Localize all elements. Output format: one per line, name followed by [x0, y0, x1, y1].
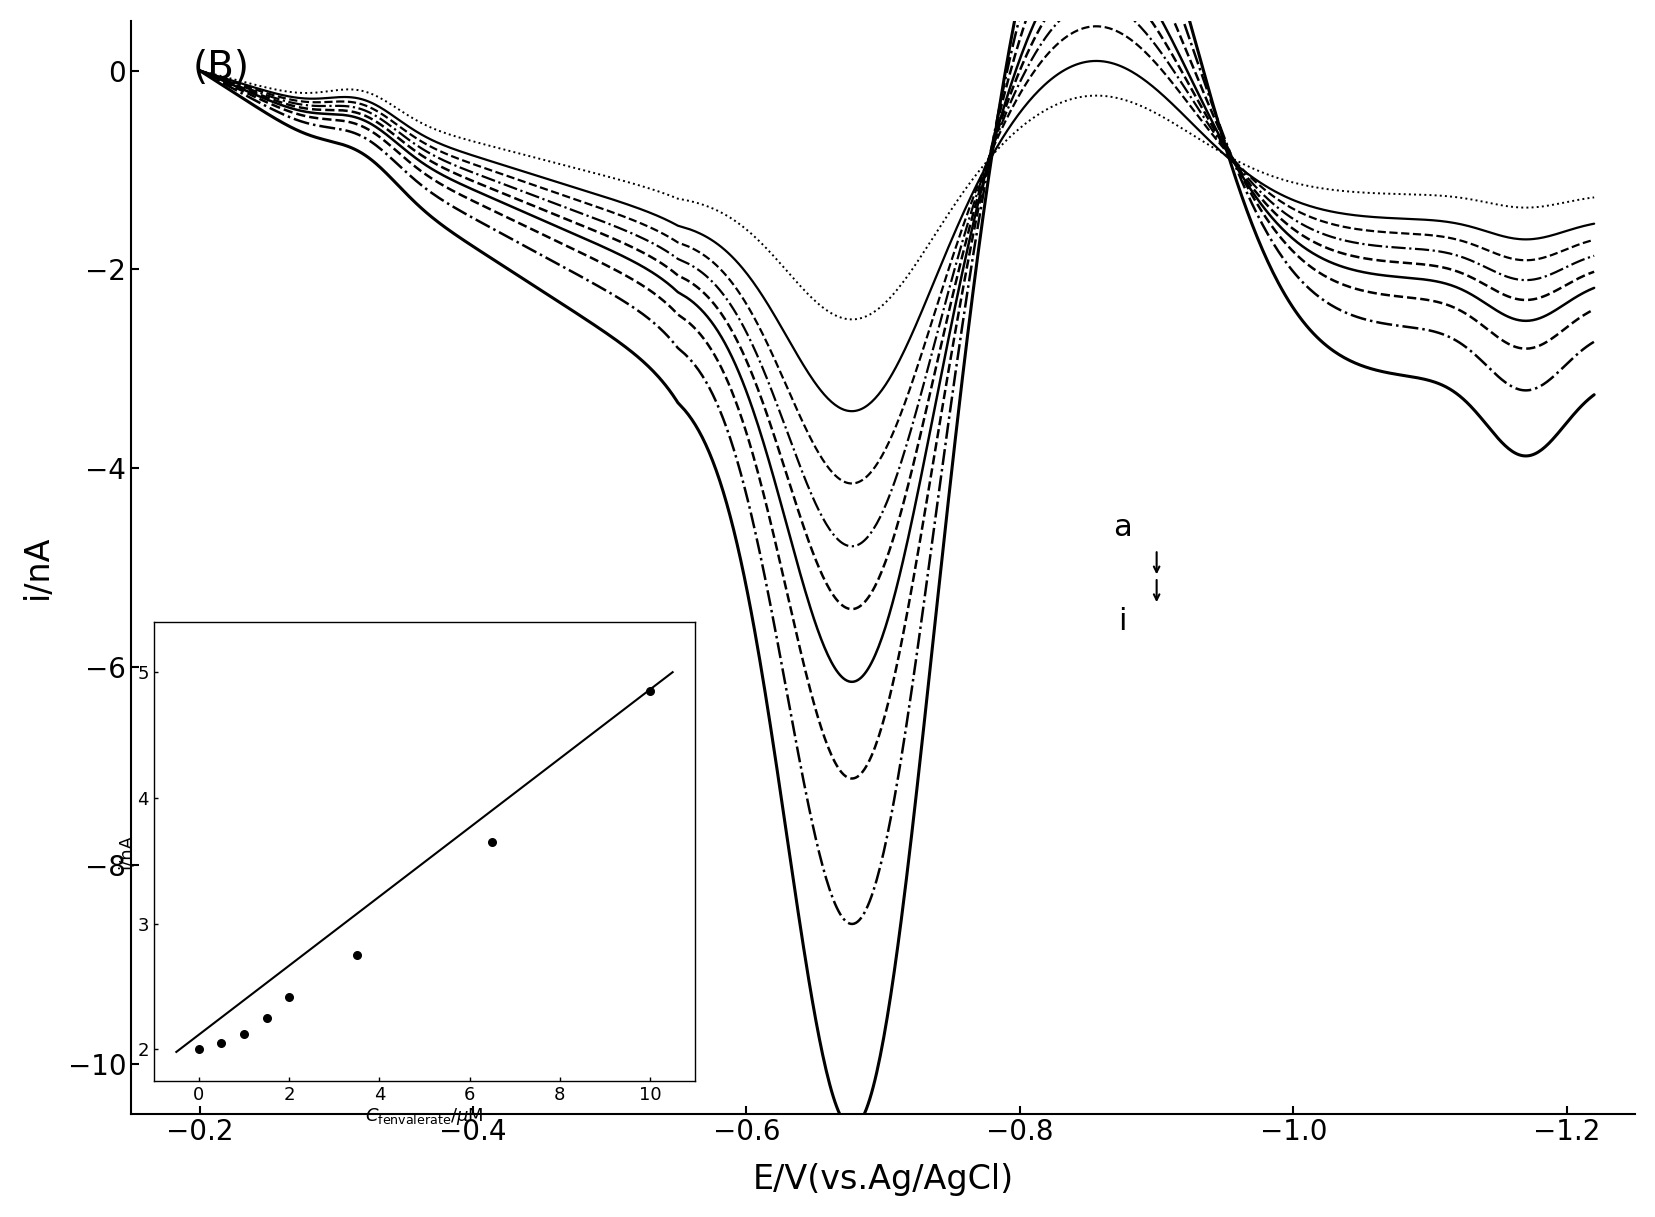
X-axis label: E/V(vs.Ag/AgCl): E/V(vs.Ag/AgCl): [751, 1163, 1013, 1196]
Text: (B): (B): [192, 49, 250, 86]
Y-axis label: i/nA: i/nA: [22, 535, 55, 600]
Text: a: a: [1112, 514, 1130, 542]
Text: i: i: [1117, 607, 1125, 636]
